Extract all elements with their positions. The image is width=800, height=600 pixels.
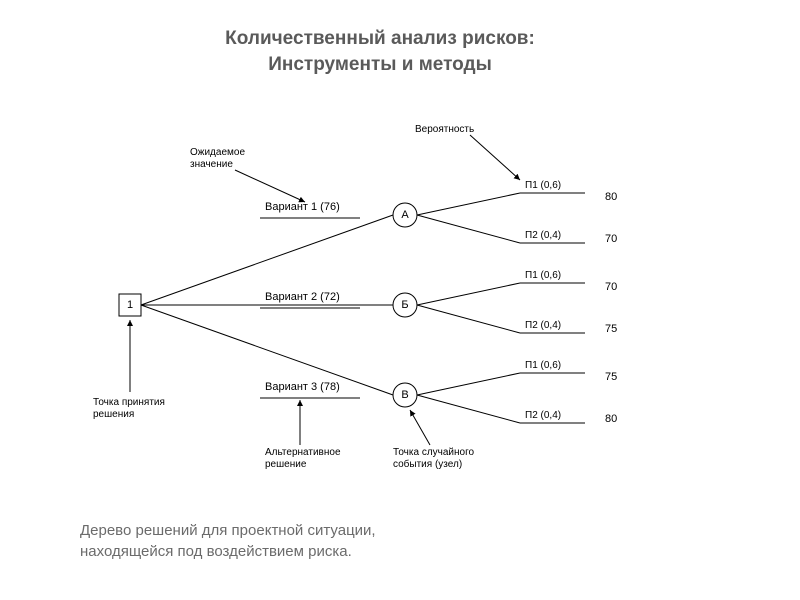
annotation-text: решения <box>93 409 134 420</box>
annotation-text: Точка принятия <box>93 397 165 408</box>
title-line-1: Количественный анализ рисков: <box>0 26 760 52</box>
branch-label: Вариант 3 (78) <box>265 381 340 393</box>
branch-label: Вариант 1 (76) <box>265 201 340 213</box>
outcome-value: 75 <box>605 323 617 335</box>
decision-tree-diagram: 1 А Вариант 1 (76) Б Вариант 2 (72) В Вариант … <box>75 110 690 490</box>
annotation-text: решение <box>265 459 307 470</box>
outcome-value: 80 <box>605 413 617 425</box>
annotation-text: события (узел) <box>393 458 462 470</box>
annotation-arrow <box>410 410 430 445</box>
outcome-label: П2 (0,4) <box>525 230 561 241</box>
outcome-value: 80 <box>605 191 617 203</box>
chance-node-label: Б <box>401 299 408 311</box>
outcome-label: П2 (0,4) <box>525 320 561 331</box>
outcome-label: П1 (0,6) <box>525 360 561 371</box>
annotation-arrow <box>235 170 305 202</box>
annotation-text: Точка случайного <box>393 447 475 458</box>
tree-svg: 1 А Вариант 1 (76) Б Вариант 2 (72) В Вариант … <box>75 110 690 490</box>
annotation-arrow <box>470 135 520 180</box>
annotation-text: Вероятность <box>415 124 474 135</box>
chance-node-label: А <box>401 209 409 221</box>
outcome-value: 70 <box>605 281 617 293</box>
annotation-text: значение <box>190 159 233 170</box>
slide-title: Количественный анализ рисков: Инструмент… <box>0 26 760 77</box>
caption-line-1: Дерево решений для проектной ситуации, <box>80 520 376 541</box>
slide-caption: Дерево решений для проектной ситуации, н… <box>80 520 376 562</box>
branch-label: Вариант 2 (72) <box>265 291 340 303</box>
title-line-2: Инструменты и методы <box>0 52 760 78</box>
decision-node-label: 1 <box>127 299 133 311</box>
chance-node-label: В <box>401 389 408 401</box>
annotation-text: Альтернативное <box>265 447 341 458</box>
outcome-label: П1 (0,6) <box>525 270 561 281</box>
annotation-text: Ожидаемое <box>190 147 245 158</box>
outcome-label: П1 (0,6) <box>525 180 561 191</box>
outcome-value: 75 <box>605 371 617 383</box>
outcome-value: 70 <box>605 233 617 245</box>
caption-line-2: находящейся под воздействием риска. <box>80 541 376 562</box>
outcome-label: П2 (0,4) <box>525 410 561 421</box>
